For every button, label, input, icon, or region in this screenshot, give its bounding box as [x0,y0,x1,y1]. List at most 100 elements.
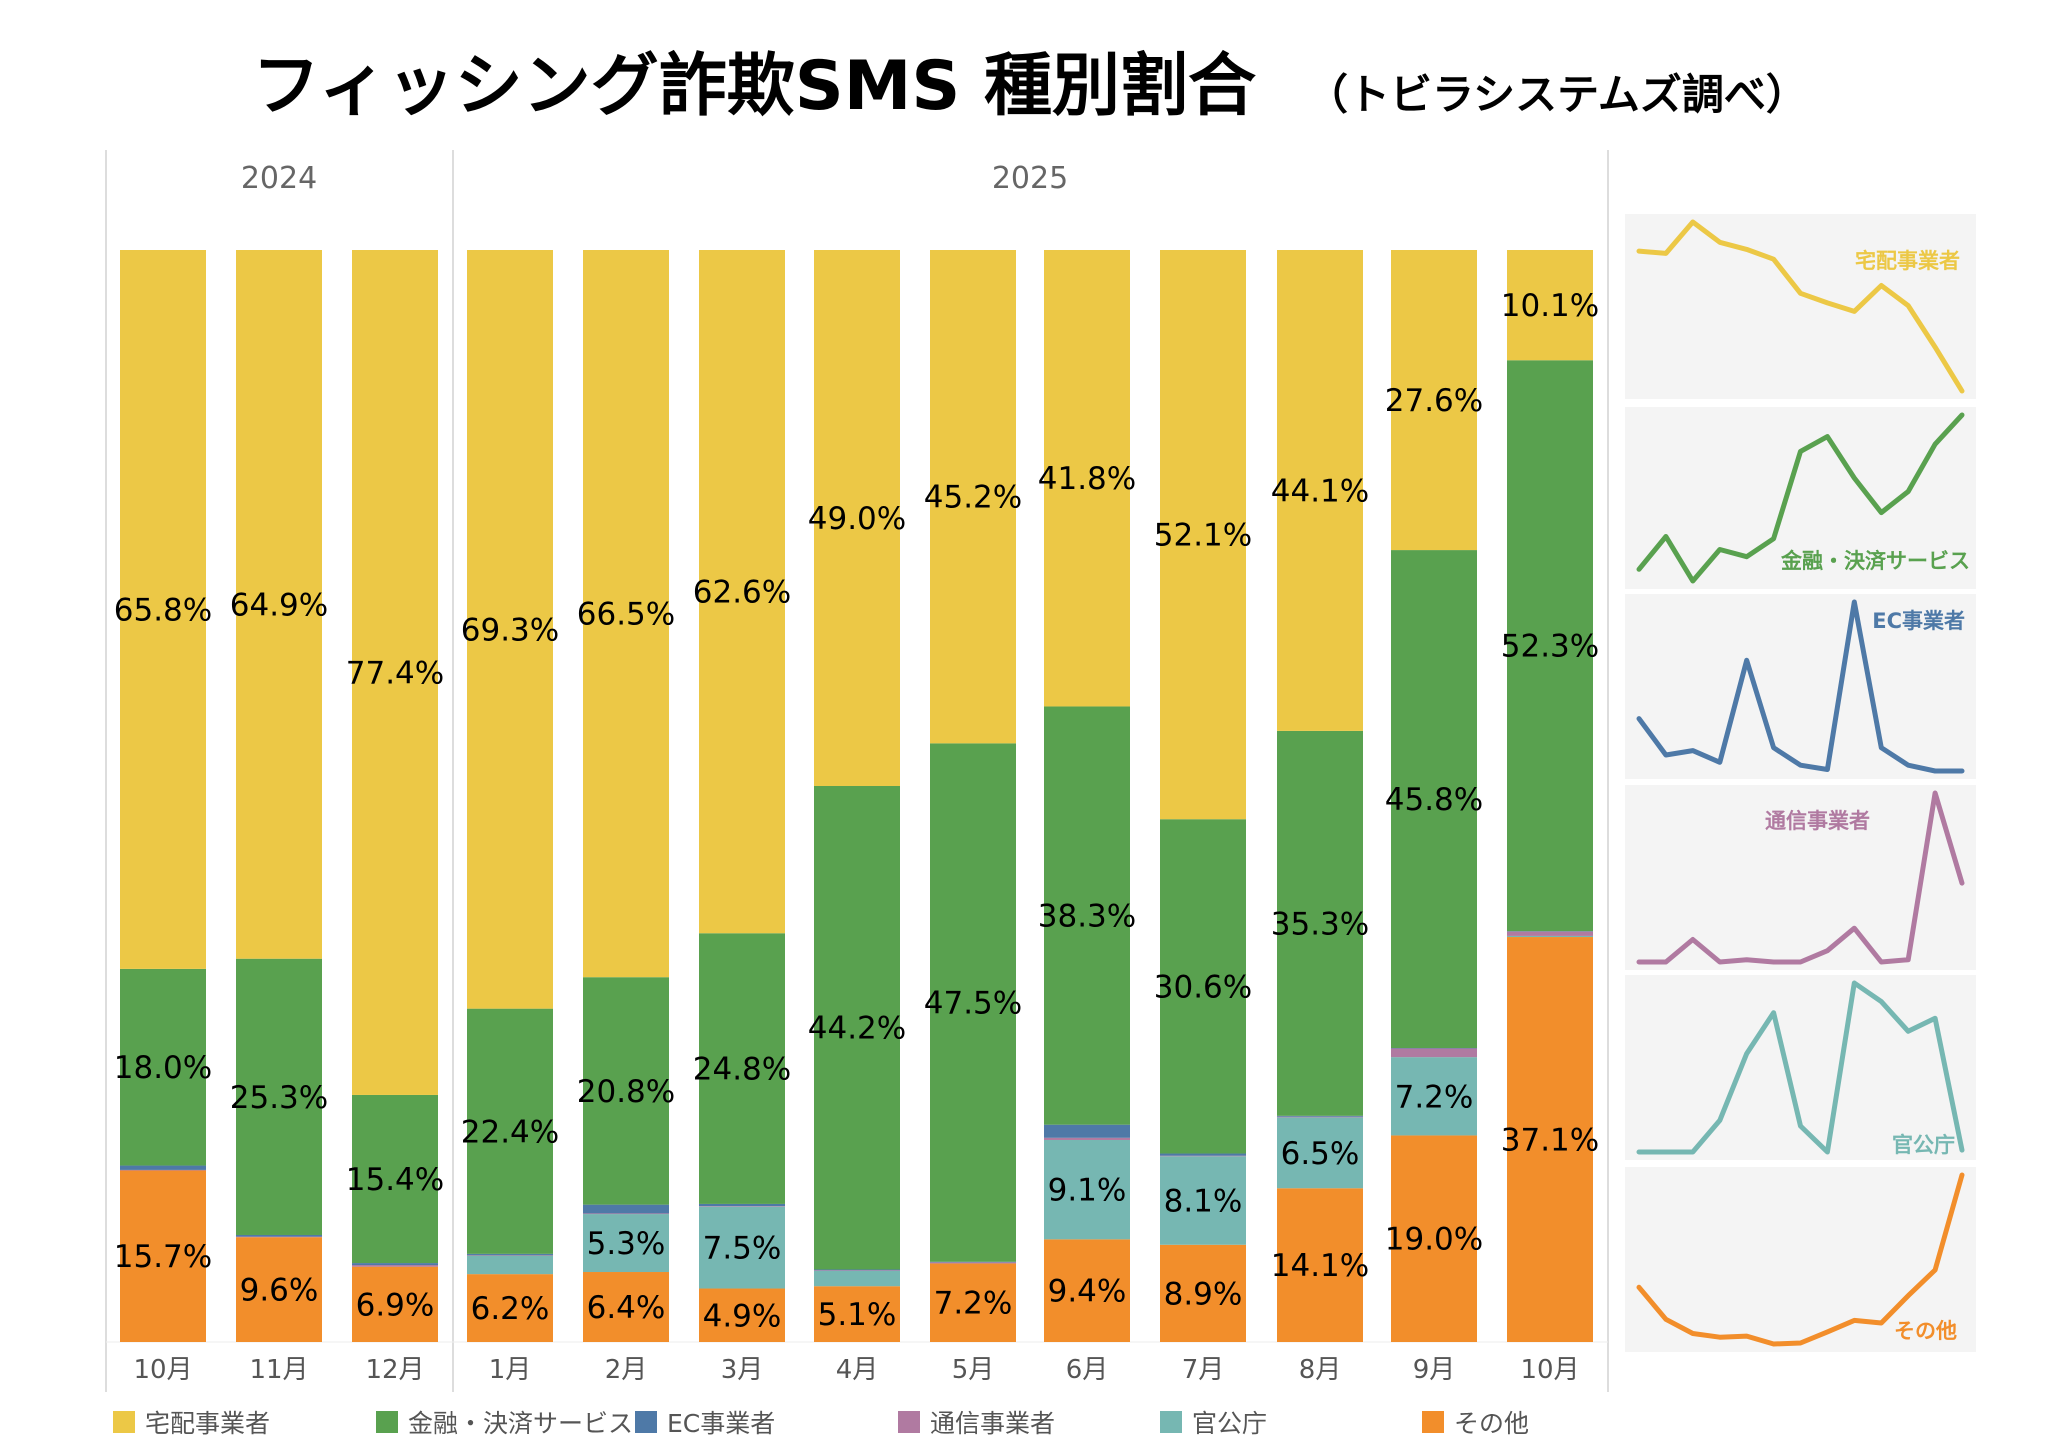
x-tick-label: 6月 [1066,1355,1109,1385]
x-tick-label: 5月 [952,1355,995,1385]
bar-segment [583,1272,669,1342]
legend-swatch [1160,1411,1182,1433]
bar-segment [814,1270,900,1287]
legend-label: 通信事業者 [930,1409,1055,1438]
data-label: 45.2% [924,480,1022,516]
data-label: 62.6% [693,575,791,611]
data-label: 30.6% [1154,969,1252,1005]
bar-segment [1160,819,1246,1154]
bar-segment [699,1206,785,1289]
x-tick-label: 8月 [1299,1355,1342,1385]
sparkline-label: 官公庁 [1892,1133,1955,1157]
data-label: 10.1% [1501,288,1599,324]
data-label: 38.3% [1038,899,1136,935]
bar-segment [467,1254,553,1256]
bar-segment [1044,1139,1130,1240]
bar-segment [467,250,553,1009]
data-label: 25.3% [230,1080,328,1116]
data-label: 6.4% [587,1290,666,1326]
bar-segment [120,968,206,1166]
bar-segment [1277,250,1363,731]
sparkline-line [1636,1172,1965,1347]
bar-segment [236,250,322,959]
sparkline-panel [1625,785,1976,970]
bar-segment [699,1203,785,1207]
data-label: 18.0% [114,1050,212,1086]
bar-segment [1160,1153,1246,1156]
bar-segment [1044,1124,1130,1138]
bar-segment [1507,935,1593,938]
bar-segment [1507,931,1593,936]
sparkline-line [1636,790,1965,965]
sparkline-panel [1625,214,1976,399]
data-label: 41.8% [1038,461,1136,497]
bar-segment [699,933,785,1204]
bar-segment [583,1204,669,1214]
bar-segment [814,1270,900,1271]
data-label: 15.7% [114,1239,212,1275]
data-label: 69.3% [461,612,559,648]
data-label: 65.8% [114,592,212,628]
title-subtitle: （トビラシステムズ調べ） [1306,70,1808,119]
data-label: 8.1% [1164,1184,1243,1220]
bar-segment [1277,1188,1363,1342]
bar-segment [1391,1048,1477,1058]
year-label-2025: 2025 [992,161,1068,196]
year-label-2024: 2024 [241,161,317,196]
x-tick-label: 3月 [721,1355,764,1385]
x-tick-label: 11月 [249,1355,308,1385]
bar-segment [1391,250,1477,551]
bar-segment [352,1266,438,1342]
bar-segment [930,743,1016,1262]
bar-segment [930,1262,1016,1264]
bar-segment [352,1265,438,1267]
data-label: 9.4% [1048,1274,1127,1310]
legend-label: EC事業者 [667,1409,775,1438]
bar-segment [467,1255,553,1275]
bar-segment [814,250,900,786]
data-label: 5.3% [587,1226,666,1262]
data-label: 35.3% [1271,906,1369,942]
x-tick-label: 4月 [836,1355,879,1385]
bar-segment [1044,250,1130,707]
data-label: 7.2% [934,1286,1013,1322]
bar-segment [814,1269,900,1271]
bar-segment [120,250,206,969]
legend-swatch [113,1411,135,1433]
data-label: 49.0% [808,501,906,537]
bar-segment [352,1263,438,1266]
title-main: フィッシング詐欺SMS 種別割合 [252,47,1257,126]
data-label: 14.1% [1271,1248,1369,1284]
legend-label: 官公庁 [1192,1409,1267,1438]
bar-segment [120,1169,206,1171]
data-label: 5.1% [818,1297,897,1333]
bar-segment [1160,1156,1246,1245]
data-label: 4.9% [703,1298,782,1334]
data-label: 9.6% [240,1273,319,1309]
sparkline-line [1636,980,1965,1155]
bar-segment [1507,360,1593,932]
data-label: 44.1% [1271,473,1369,509]
data-label: 24.8% [693,1052,791,1088]
bar-segment [1160,250,1246,820]
bar-segment [583,1214,669,1273]
data-label: 37.1% [1501,1123,1599,1159]
sparkline-label: 通信事業者 [1765,809,1870,833]
bar-segment [352,1094,438,1264]
bar-segment [1277,1117,1363,1189]
bar-segment [583,250,669,978]
x-tick-label: 2月 [605,1355,648,1385]
bar-segment [467,1253,553,1255]
sparkline-line [1636,219,1965,394]
data-label: 7.5% [703,1231,782,1267]
bar-segment [699,1288,785,1342]
sparkline-label: EC事業者 [1872,609,1965,633]
bar-segment [236,1236,322,1238]
data-label: 6.5% [1281,1136,1360,1172]
data-label: 20.8% [577,1074,675,1110]
data-label: 77.4% [346,655,444,691]
bar-segment [583,977,669,1205]
legend-swatch [635,1411,657,1433]
legend-swatch [898,1411,920,1433]
